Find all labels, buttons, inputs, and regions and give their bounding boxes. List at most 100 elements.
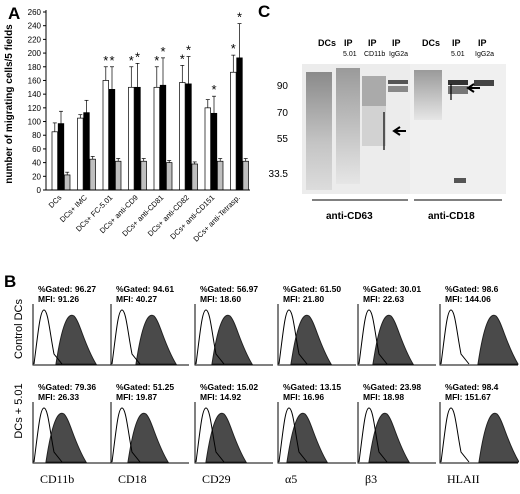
significance-star: * bbox=[211, 82, 216, 97]
antibody-label: anti-CD18 bbox=[428, 211, 475, 222]
histogram-axis bbox=[110, 402, 189, 464]
band-smear bbox=[414, 70, 442, 120]
bar bbox=[51, 131, 58, 191]
bar bbox=[217, 160, 224, 191]
band-smear bbox=[362, 106, 386, 146]
category-label: DCs+ anti-CD151 bbox=[168, 193, 216, 241]
histogram-axis bbox=[32, 402, 111, 464]
band bbox=[448, 86, 468, 94]
y-axis-label: number of migrating cells/5 fields bbox=[4, 24, 15, 184]
y-axis-ticks: 0 20 40 60 80 100 120 140 160 180 200 220 240 260 bbox=[28, 8, 46, 195]
bar bbox=[140, 160, 147, 191]
flow-histogram bbox=[439, 304, 519, 366]
y-tick-label: 260 bbox=[28, 8, 42, 17]
flow-histogram bbox=[32, 304, 111, 366]
bar-chart: number of migrating cells/5 fields 0 20 40… bbox=[4, 8, 250, 243]
histogram-cell: %Gated: 98.6 MFI: 144.06 bbox=[439, 284, 519, 371]
y-tick-label: 0 bbox=[37, 186, 42, 195]
histogram-axis bbox=[357, 402, 436, 464]
lane-label: DCs bbox=[422, 38, 441, 48]
histogram-outline bbox=[278, 407, 308, 463]
histogram-axis bbox=[277, 304, 356, 366]
bar bbox=[89, 158, 96, 191]
gating-stats: %Gated: 98.6 MFI: 144.06 bbox=[445, 284, 499, 304]
significance-star: * bbox=[103, 53, 108, 68]
band-smear bbox=[336, 68, 360, 184]
bar bbox=[128, 86, 135, 191]
y-tick-label: 20 bbox=[32, 172, 41, 181]
gating-stats: %Gated: 79.36 MFI: 26.33 bbox=[38, 382, 97, 402]
histogram-fill bbox=[368, 412, 410, 463]
histogram-cell: %Gated: 30.01 MFI: 22.63 bbox=[357, 284, 437, 371]
mw-marker-33: 33.5 bbox=[268, 169, 288, 180]
histogram-axis bbox=[357, 304, 436, 366]
significance-star: * bbox=[237, 10, 242, 25]
flow-histogram bbox=[357, 304, 436, 366]
histogram-fill bbox=[205, 412, 247, 463]
row-label-treated: DCs + 5.01 bbox=[13, 383, 25, 439]
band-smear bbox=[306, 72, 332, 190]
blot-image bbox=[302, 64, 506, 201]
gating-stats: %Gated: 15.02 MFI: 14.92 bbox=[200, 382, 259, 402]
bar bbox=[204, 107, 211, 191]
histogram-outline bbox=[111, 407, 141, 463]
band bbox=[388, 86, 408, 92]
bar bbox=[185, 83, 192, 191]
marker-label: CD18 bbox=[118, 472, 147, 486]
histogram-cell: %Gated: 51.25 MFI: 19.87 bbox=[110, 382, 190, 469]
histogram-outline bbox=[278, 309, 308, 365]
y-tick-label: 140 bbox=[28, 90, 42, 99]
flow-histogram bbox=[194, 402, 273, 464]
marker-label: CD29 bbox=[202, 472, 231, 486]
y-tick-label: 120 bbox=[28, 104, 42, 113]
gating-stats: %Gated: 51.25 MFI: 19.87 bbox=[116, 382, 175, 402]
category-label: DCs+ anti-Tetrasp. bbox=[191, 193, 241, 243]
lane-label: IP bbox=[392, 38, 401, 48]
histogram-outline bbox=[33, 309, 63, 365]
gating-stats: %Gated: 13.15 MFI: 16.96 bbox=[283, 382, 342, 402]
category-label: DCs bbox=[47, 193, 64, 210]
bars: * * * * ******* bbox=[51, 10, 249, 191]
panel-a-letter: A bbox=[8, 4, 21, 23]
histogram-cell: %Gated: 15.02 MFI: 14.92 bbox=[194, 382, 274, 469]
band bbox=[474, 80, 494, 86]
bar bbox=[57, 123, 65, 191]
significance-star: * bbox=[231, 41, 236, 56]
y-tick-label: 200 bbox=[28, 49, 42, 58]
band bbox=[448, 80, 468, 85]
bar bbox=[230, 71, 237, 191]
y-tick-label: 240 bbox=[28, 22, 42, 31]
flow-histogram bbox=[32, 402, 111, 464]
bar bbox=[64, 174, 71, 191]
gating-stats: %Gated: 96.27 MFI: 91.26 bbox=[38, 284, 97, 304]
significance-star: * bbox=[129, 53, 134, 68]
lane-label: DCs bbox=[318, 38, 337, 48]
gating-stats: %Gated: 94.61 MFI: 40.27 bbox=[116, 284, 175, 304]
marker-label: α5 bbox=[285, 472, 298, 486]
histogram-fill bbox=[127, 412, 169, 463]
y-tick-label: 60 bbox=[32, 145, 41, 154]
significance-star: * bbox=[180, 51, 185, 66]
histogram-fill bbox=[286, 412, 328, 463]
flow-histogram bbox=[194, 304, 273, 366]
histogram-outline bbox=[111, 309, 141, 365]
bar bbox=[153, 86, 160, 191]
marker-label: CD11b bbox=[40, 472, 75, 486]
bar bbox=[210, 112, 218, 191]
gating-stats: %Gated: 23.98 MFI: 18.98 bbox=[363, 382, 422, 402]
gating-stats: %Gated: 56.97 MFI: 18.60 bbox=[200, 284, 259, 304]
significance-star: * bbox=[154, 53, 159, 68]
histogram-cell: %Gated: 98.4 MFI: 151.67 bbox=[439, 382, 520, 469]
histogram-axis bbox=[439, 402, 518, 464]
bar bbox=[115, 160, 122, 191]
bar bbox=[159, 84, 167, 191]
significance-star: * bbox=[186, 43, 191, 58]
panel-b-letter: B bbox=[4, 272, 17, 291]
arrow-icon bbox=[392, 126, 406, 136]
mw-marker-90: 90 bbox=[276, 81, 288, 92]
gating-stats: %Gated: 30.01 MFI: 22.63 bbox=[363, 284, 422, 304]
histogram-fill bbox=[55, 314, 97, 365]
histogram-fill bbox=[211, 314, 253, 365]
arrow-icon bbox=[466, 83, 480, 93]
histogram-cell: %Gated: 56.97 MFI: 18.60 bbox=[194, 284, 274, 371]
